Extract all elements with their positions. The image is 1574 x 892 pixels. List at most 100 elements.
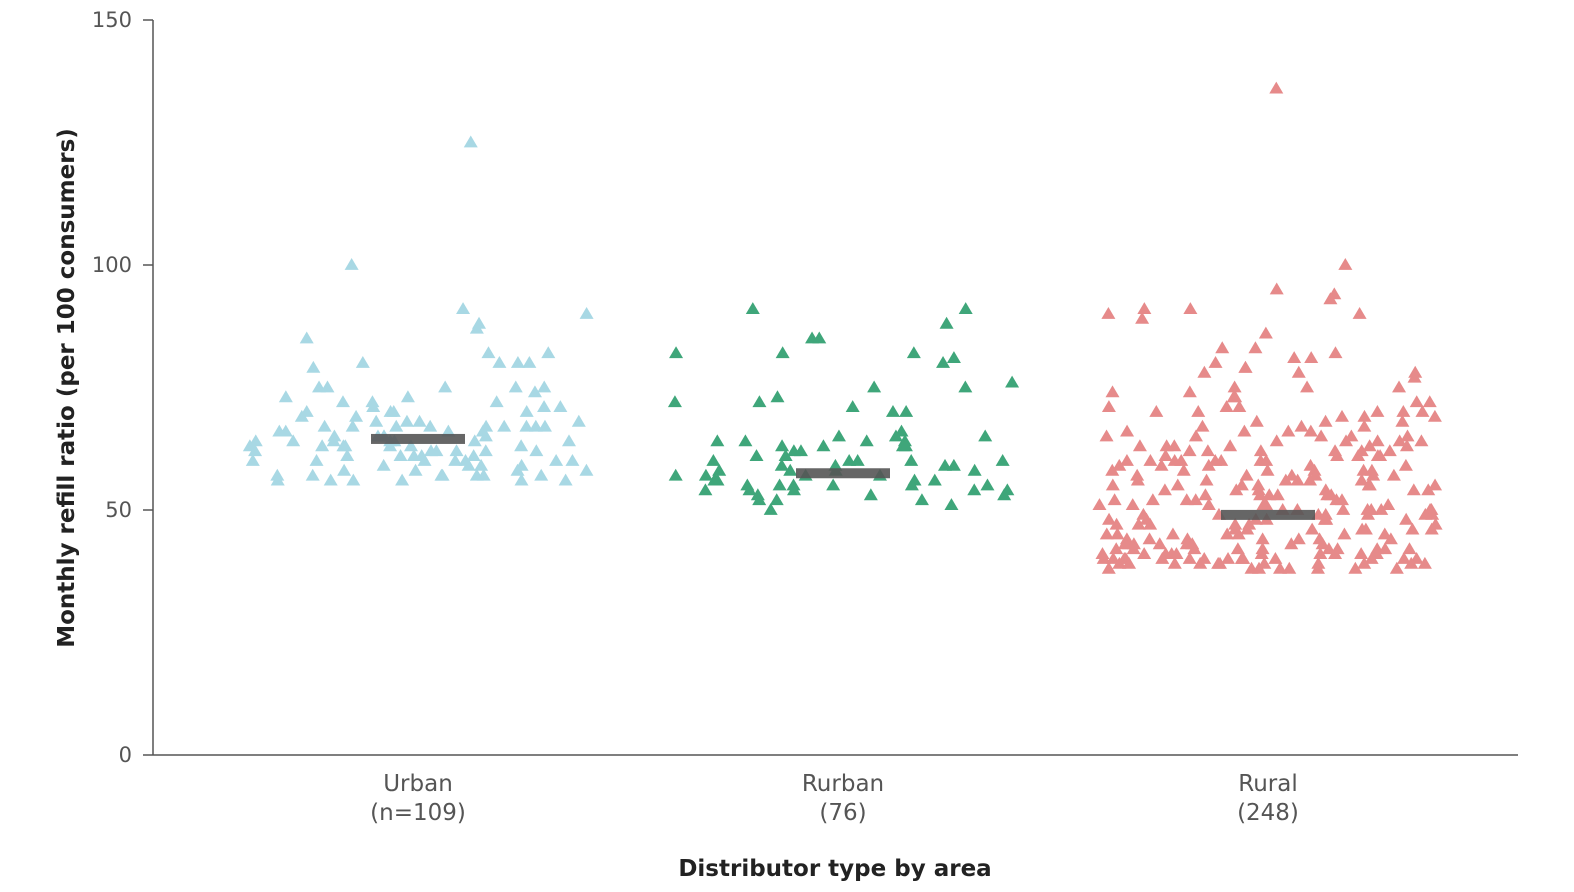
data-point-rural: [1424, 522, 1439, 535]
data-point-rural: [1229, 483, 1244, 496]
data-point-rural: [1102, 512, 1117, 525]
data-point-rural: [1220, 527, 1235, 540]
data-point-rurban: [946, 458, 961, 471]
data-point-rural: [1383, 532, 1398, 545]
data-point-rural: [1099, 527, 1114, 540]
data-point-urban: [309, 454, 324, 466]
data-point-rurban: [936, 356, 951, 368]
data-point-rural: [1132, 439, 1147, 452]
data-point-rural: [1143, 454, 1158, 466]
y-tick-label: 100: [92, 253, 132, 277]
data-point-rural: [1201, 458, 1216, 471]
data-point-urban: [349, 409, 364, 422]
data-point-rural: [1248, 341, 1263, 354]
data-point-rural: [1282, 561, 1297, 574]
data-point-rurban: [778, 449, 793, 461]
data-point-urban: [294, 409, 309, 422]
data-point-urban: [270, 473, 285, 486]
data-point-rural: [1226, 390, 1241, 403]
data-point-rural: [1149, 405, 1164, 417]
data-point-rural: [1157, 483, 1172, 496]
data-point-rural: [1405, 522, 1420, 535]
data-point-rural: [1197, 365, 1212, 378]
data-point-rural: [1107, 493, 1122, 506]
data-point-rural: [1357, 556, 1372, 569]
data-point-urban: [376, 458, 391, 471]
data-point-rural: [1145, 493, 1160, 506]
data-point-urban: [417, 454, 432, 466]
data-point-rural: [1269, 434, 1284, 447]
data-point-rural: [1269, 282, 1284, 295]
data-point-rural: [1370, 405, 1385, 417]
data-point-urban: [549, 454, 564, 466]
data-point-rurban: [904, 478, 919, 491]
data-point-urban: [326, 434, 341, 447]
data-point-rurban: [958, 380, 973, 393]
data-point-rural: [1336, 503, 1351, 515]
data-point-urban: [386, 405, 401, 417]
data-point-rural: [1319, 512, 1334, 525]
data-point-rural: [1135, 311, 1150, 324]
data-point-rural: [1415, 405, 1430, 417]
data-point-urban: [510, 463, 525, 476]
data-point-rural: [1291, 365, 1306, 378]
data-point-urban: [529, 444, 544, 457]
data-point-rural: [1230, 542, 1245, 555]
data-point-rurban: [845, 400, 860, 412]
data-point-rural: [1409, 395, 1424, 408]
data-point-rural: [1179, 493, 1194, 506]
data-point-rural: [1249, 414, 1264, 427]
data-point-rural: [1219, 400, 1234, 412]
data-point-rural: [1386, 468, 1401, 481]
data-point-rural: [1374, 503, 1389, 515]
data-point-rural: [1200, 444, 1215, 457]
data-point-rural: [1323, 292, 1338, 305]
data-point-rurban: [770, 390, 785, 403]
data-point-rural: [1105, 478, 1120, 491]
data-point-rural: [1290, 473, 1305, 486]
data-point-rurban: [669, 346, 684, 359]
data-point-urban: [336, 439, 351, 452]
data-point-rurban: [752, 493, 767, 506]
data-point-urban: [406, 449, 421, 461]
data-point-rurban: [997, 488, 1012, 501]
data-point-rural: [1328, 346, 1343, 359]
data-point-rural: [1258, 326, 1273, 339]
data-point-urban: [400, 390, 415, 403]
data-point-rural: [1182, 385, 1197, 398]
data-point-rurban: [995, 454, 1010, 466]
data-point-urban: [534, 468, 549, 481]
data-point-urban: [541, 346, 556, 359]
data-point-urban: [323, 473, 338, 486]
data-point-rural: [1305, 522, 1320, 535]
data-point-rural: [1396, 405, 1411, 417]
data-point-urban: [412, 414, 427, 427]
data-point-rurban: [885, 405, 900, 417]
data-point-rural: [1314, 429, 1329, 442]
data-point-urban: [579, 463, 594, 476]
data-point-rural: [1418, 507, 1433, 520]
data-point-rurban: [763, 503, 778, 515]
data-point-urban: [456, 302, 471, 314]
data-point-rural: [1428, 478, 1443, 491]
data-point-rurban: [888, 429, 903, 442]
data-point-urban: [344, 258, 359, 270]
data-point-urban: [327, 429, 342, 442]
data-point-rural: [1273, 561, 1288, 574]
data-point-rural: [1260, 463, 1275, 476]
median-bar-rural: [1221, 509, 1315, 520]
data-point-rural: [1337, 527, 1352, 540]
data-point-rural: [1142, 532, 1157, 545]
data-point-rural: [1407, 370, 1422, 383]
data-point-rurban: [904, 454, 919, 466]
data-point-urban: [299, 331, 314, 344]
data-point-rural: [1399, 439, 1414, 452]
data-point-rural: [1105, 385, 1120, 398]
data-point-rural: [1354, 547, 1369, 559]
data-point-rural: [1362, 478, 1377, 491]
data-point-urban: [408, 463, 423, 476]
data-point-rurban: [775, 346, 790, 359]
data-point-urban: [519, 419, 534, 432]
data-point-rural: [1352, 307, 1367, 319]
data-point-urban: [366, 400, 381, 412]
